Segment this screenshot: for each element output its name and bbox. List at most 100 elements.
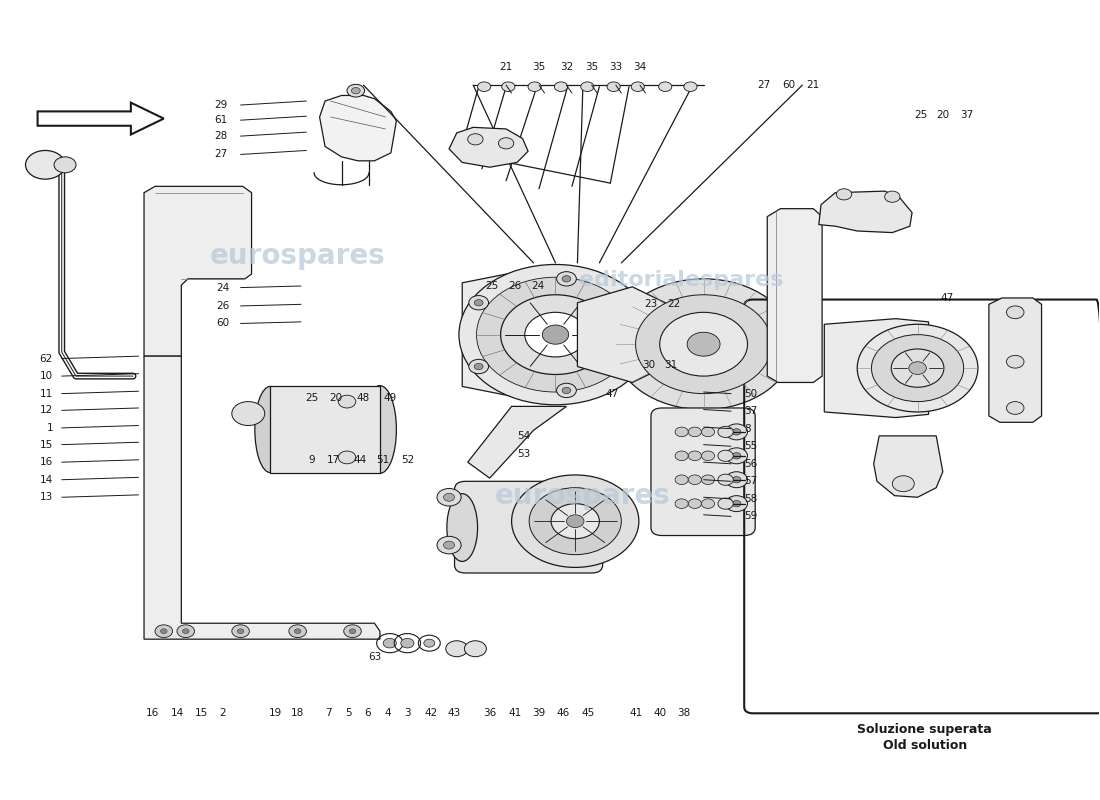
Circle shape [689, 475, 702, 485]
Circle shape [684, 82, 697, 91]
Circle shape [528, 82, 541, 91]
Circle shape [733, 429, 741, 435]
Text: 46: 46 [557, 707, 570, 718]
Circle shape [562, 387, 571, 394]
Text: 26: 26 [217, 301, 230, 311]
Circle shape [675, 427, 689, 437]
Polygon shape [468, 406, 566, 478]
Ellipse shape [255, 386, 286, 473]
Circle shape [238, 629, 244, 634]
Circle shape [871, 334, 964, 402]
Circle shape [464, 641, 486, 657]
Circle shape [689, 499, 702, 509]
Text: 16: 16 [40, 457, 53, 467]
Circle shape [1006, 355, 1024, 368]
Polygon shape [989, 298, 1042, 422]
Circle shape [25, 150, 65, 179]
Text: 1: 1 [46, 423, 53, 433]
Circle shape [400, 638, 414, 648]
Circle shape [468, 134, 483, 145]
Circle shape [562, 276, 571, 282]
Text: 12: 12 [40, 406, 53, 415]
Text: 6: 6 [364, 707, 371, 718]
Text: 54: 54 [517, 431, 530, 441]
Circle shape [437, 536, 461, 554]
Text: 25: 25 [306, 393, 319, 402]
Circle shape [718, 450, 734, 462]
Circle shape [459, 265, 652, 405]
Circle shape [232, 402, 265, 426]
Text: 21: 21 [499, 62, 513, 72]
Text: 41: 41 [629, 707, 642, 718]
FancyBboxPatch shape [454, 482, 603, 573]
Circle shape [232, 625, 250, 638]
Circle shape [557, 272, 576, 286]
Circle shape [836, 189, 851, 200]
Text: 56: 56 [745, 458, 758, 469]
Circle shape [718, 426, 734, 438]
Circle shape [702, 499, 715, 509]
Polygon shape [271, 386, 380, 474]
Circle shape [675, 499, 689, 509]
Text: 47: 47 [606, 389, 619, 398]
Ellipse shape [363, 386, 396, 474]
Circle shape [733, 453, 741, 459]
Circle shape [702, 475, 715, 485]
Text: 37: 37 [745, 406, 758, 416]
Text: 20: 20 [936, 110, 949, 119]
Text: 5: 5 [344, 707, 351, 718]
Circle shape [349, 629, 355, 634]
Circle shape [498, 138, 514, 149]
Polygon shape [37, 102, 164, 134]
Circle shape [551, 504, 600, 538]
Circle shape [689, 451, 702, 461]
Text: 13: 13 [40, 492, 53, 502]
Circle shape [675, 451, 689, 461]
Circle shape [884, 191, 900, 202]
Text: 58: 58 [745, 494, 758, 504]
Polygon shape [767, 209, 822, 382]
Polygon shape [873, 436, 943, 498]
Circle shape [338, 395, 355, 408]
Text: 22: 22 [668, 299, 681, 310]
Text: 25: 25 [485, 281, 498, 291]
Circle shape [660, 312, 748, 376]
Text: 43: 43 [448, 707, 461, 718]
Text: 57: 57 [745, 476, 758, 486]
Circle shape [636, 294, 771, 394]
Text: 52: 52 [400, 454, 414, 465]
Circle shape [891, 349, 944, 387]
Text: 32: 32 [560, 62, 573, 72]
Circle shape [424, 639, 434, 647]
Circle shape [346, 84, 364, 97]
Circle shape [476, 278, 635, 392]
Text: 49: 49 [383, 393, 396, 402]
Text: 21: 21 [806, 80, 820, 90]
Text: 8: 8 [745, 424, 751, 434]
Text: 48: 48 [356, 393, 370, 402]
Circle shape [542, 325, 569, 344]
Circle shape [529, 488, 622, 554]
Text: 27: 27 [214, 150, 228, 159]
Text: 3: 3 [404, 707, 410, 718]
Circle shape [351, 87, 360, 94]
Text: Soluzione superata: Soluzione superata [857, 722, 992, 736]
Polygon shape [320, 95, 396, 161]
Text: 45: 45 [582, 707, 595, 718]
Circle shape [469, 359, 488, 374]
Text: eurospares: eurospares [495, 482, 671, 510]
Text: 30: 30 [642, 360, 656, 370]
Circle shape [614, 279, 793, 410]
Text: 38: 38 [678, 707, 691, 718]
Text: 24: 24 [531, 281, 544, 291]
Text: 36: 36 [483, 707, 496, 718]
Circle shape [512, 475, 639, 567]
Text: 9: 9 [309, 454, 316, 465]
Text: 51: 51 [376, 454, 389, 465]
Text: 39: 39 [532, 707, 546, 718]
Text: 47: 47 [940, 293, 954, 303]
Polygon shape [818, 191, 912, 233]
Text: 11: 11 [40, 389, 53, 398]
Circle shape [892, 476, 914, 492]
Text: 10: 10 [40, 371, 53, 381]
